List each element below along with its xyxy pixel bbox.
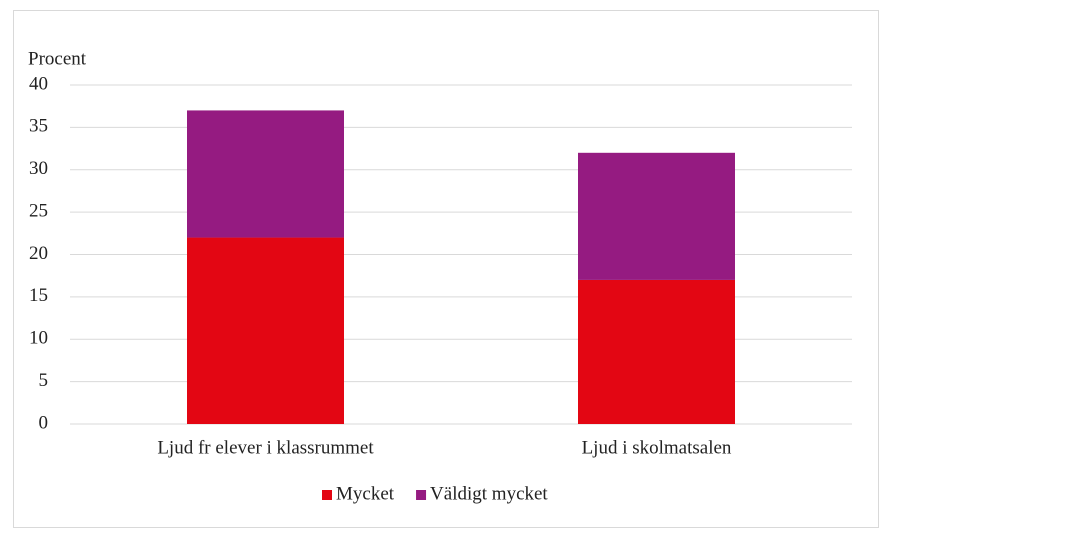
y-tick-label: 40 — [29, 73, 48, 94]
x-tick-label: Ljud i skolmatsalen — [582, 437, 732, 458]
bar-segment — [578, 279, 735, 424]
bar-segment — [578, 152, 735, 280]
y-tick-label: 15 — [29, 285, 48, 306]
legend-swatch — [322, 490, 332, 500]
legend-label: Väldigt mycket — [430, 483, 548, 504]
y-tick-label: 0 — [39, 412, 49, 433]
bar-segment — [187, 237, 344, 424]
y-tick-label: 5 — [39, 370, 49, 391]
y-tick-label: 10 — [29, 328, 48, 349]
y-tick-label: 25 — [29, 200, 48, 221]
y-tick-label: 30 — [29, 158, 48, 179]
legend-swatch — [416, 490, 427, 500]
y-axis-label: Procent — [28, 48, 87, 69]
bar-segment — [187, 110, 344, 238]
legend-label: Mycket — [336, 483, 395, 504]
y-tick-label: 35 — [29, 116, 48, 137]
x-tick-label: Ljud fr elever i klassrummet — [157, 437, 374, 458]
y-tick-label: 20 — [29, 243, 48, 264]
chart-border — [13, 10, 879, 528]
